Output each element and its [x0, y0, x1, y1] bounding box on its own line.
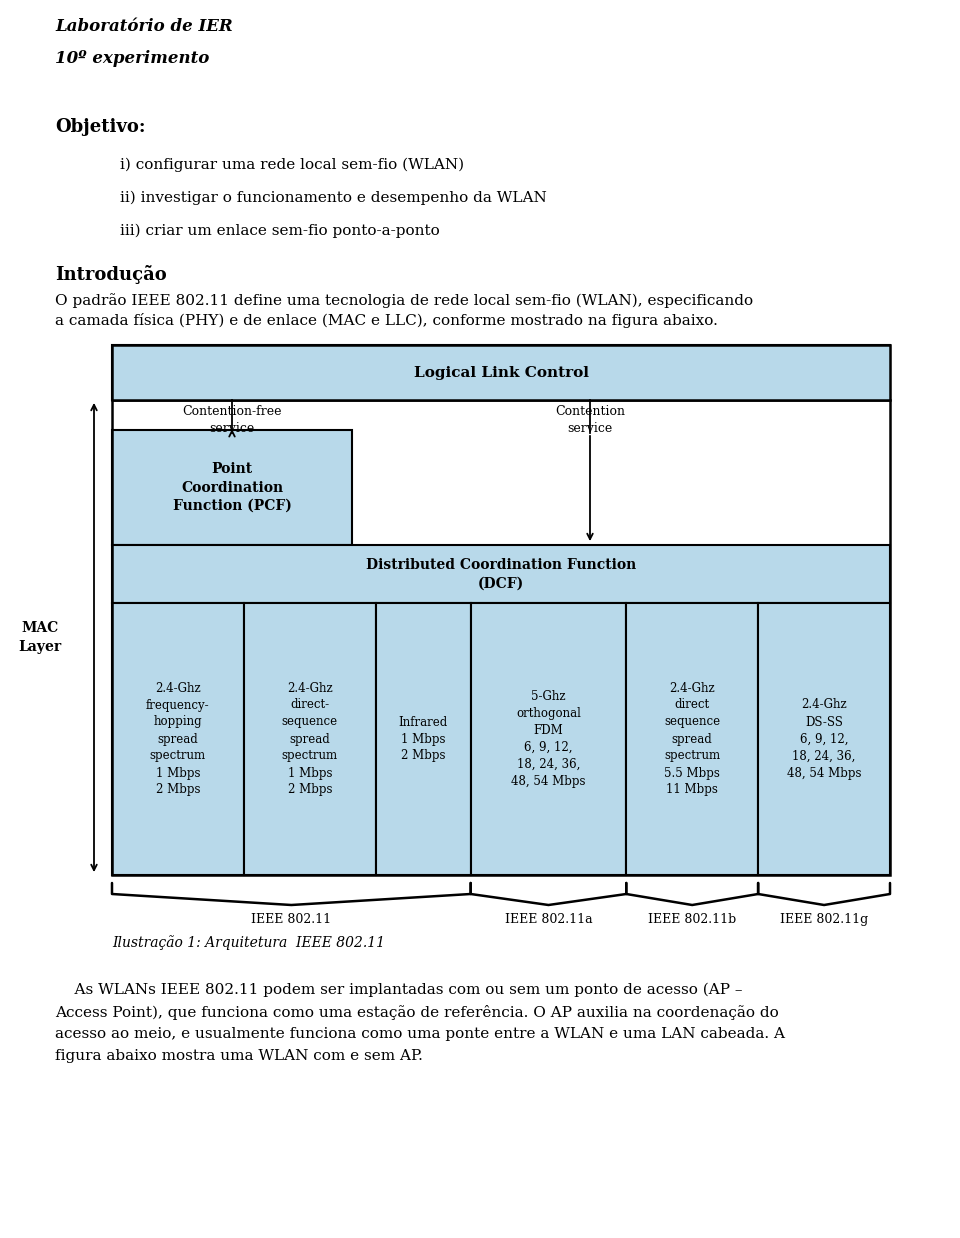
Text: Contention-free
service: Contention-free service	[182, 405, 281, 435]
Text: O padrão IEEE 802.11 define uma tecnologia de rede local sem-fio (WLAN), especif: O padrão IEEE 802.11 define uma tecnolog…	[55, 293, 754, 308]
Text: IEEE 802.11b: IEEE 802.11b	[648, 912, 736, 926]
Text: Infrared
1 Mbps
2 Mbps: Infrared 1 Mbps 2 Mbps	[398, 716, 447, 763]
Text: a camada física (PHY) e de enlace (MAC e LLC), conforme mostrado na figura abaix: a camada física (PHY) e de enlace (MAC e…	[55, 313, 718, 328]
Bar	[244, 603, 375, 875]
Text: Contention
service: Contention service	[555, 405, 625, 435]
Text: Access Point), que funciona como uma estação de referência. O AP auxilia na coor: Access Point), que funciona como uma est…	[55, 1005, 779, 1020]
Text: 2.4-Ghz
DS-SS
6, 9, 12,
18, 24, 36,
48, 54 Mbps: 2.4-Ghz DS-SS 6, 9, 12, 18, 24, 36, 48, …	[787, 698, 861, 780]
Text: Logical Link Control: Logical Link Control	[414, 365, 588, 380]
Bar	[375, 603, 470, 875]
Text: Laboratório de IER: Laboratório de IER	[55, 19, 232, 35]
Text: Point
Coordination
Function (PCF): Point Coordination Function (PCF)	[173, 462, 292, 513]
Bar	[112, 545, 890, 603]
Bar	[626, 603, 758, 875]
Text: Ilustração 1: Arquitetura  IEEE 802.11: Ilustração 1: Arquitetura IEEE 802.11	[112, 935, 385, 950]
Text: Objetivo:: Objetivo:	[55, 118, 146, 136]
Text: Introdução: Introdução	[55, 265, 167, 284]
Text: ii) investigar o funcionamento e desempenho da WLAN: ii) investigar o funcionamento e desempe…	[120, 191, 547, 206]
Text: 5-Ghz
orthogonal
FDM
6, 9, 12,
18, 24, 36,
48, 54 Mbps: 5-Ghz orthogonal FDM 6, 9, 12, 18, 24, 3…	[512, 690, 586, 789]
Text: MAC
Layer: MAC Layer	[18, 621, 61, 654]
Bar	[112, 400, 890, 875]
Text: 10º experimento: 10º experimento	[55, 50, 209, 67]
Text: As WLANs IEEE 802.11 podem ser implantadas com ou sem um ponto de acesso (AP –: As WLANs IEEE 802.11 podem ser implantad…	[55, 983, 742, 998]
Text: figura abaixo mostra uma WLAN com e sem AP.: figura abaixo mostra uma WLAN com e sem …	[55, 1049, 422, 1063]
Text: IEEE 802.11: IEEE 802.11	[252, 912, 331, 926]
Bar	[112, 345, 890, 400]
Bar	[112, 430, 352, 545]
Bar	[758, 603, 890, 875]
Bar	[470, 603, 626, 875]
Text: acesso ao meio, e usualmente funciona como uma ponte entre a WLAN e uma LAN cabe: acesso ao meio, e usualmente funciona co…	[55, 1028, 785, 1041]
Bar	[112, 603, 244, 875]
Text: IEEE 802.11g: IEEE 802.11g	[780, 912, 868, 926]
Text: IEEE 802.11a: IEEE 802.11a	[505, 912, 592, 926]
Text: i) configurar uma rede local sem-fio (WLAN): i) configurar uma rede local sem-fio (WL…	[120, 158, 464, 172]
Text: iii) criar um enlace sem-fio ponto-a-ponto: iii) criar um enlace sem-fio ponto-a-pon…	[120, 224, 440, 239]
Text: Distributed Coordination Function
(DCF): Distributed Coordination Function (DCF)	[366, 558, 636, 591]
Text: 2.4-Ghz
direct-
sequence
spread
spectrum
1 Mbps
2 Mbps: 2.4-Ghz direct- sequence spread spectrum…	[281, 681, 338, 796]
Bar	[112, 345, 890, 400]
Text: 2.4-Ghz
frequency-
hopping
spread
spectrum
1 Mbps
2 Mbps: 2.4-Ghz frequency- hopping spread spectr…	[146, 681, 209, 796]
Text: 2.4-Ghz
direct
sequence
spread
spectrum
5.5 Mbps
11 Mbps: 2.4-Ghz direct sequence spread spectrum …	[664, 681, 720, 796]
